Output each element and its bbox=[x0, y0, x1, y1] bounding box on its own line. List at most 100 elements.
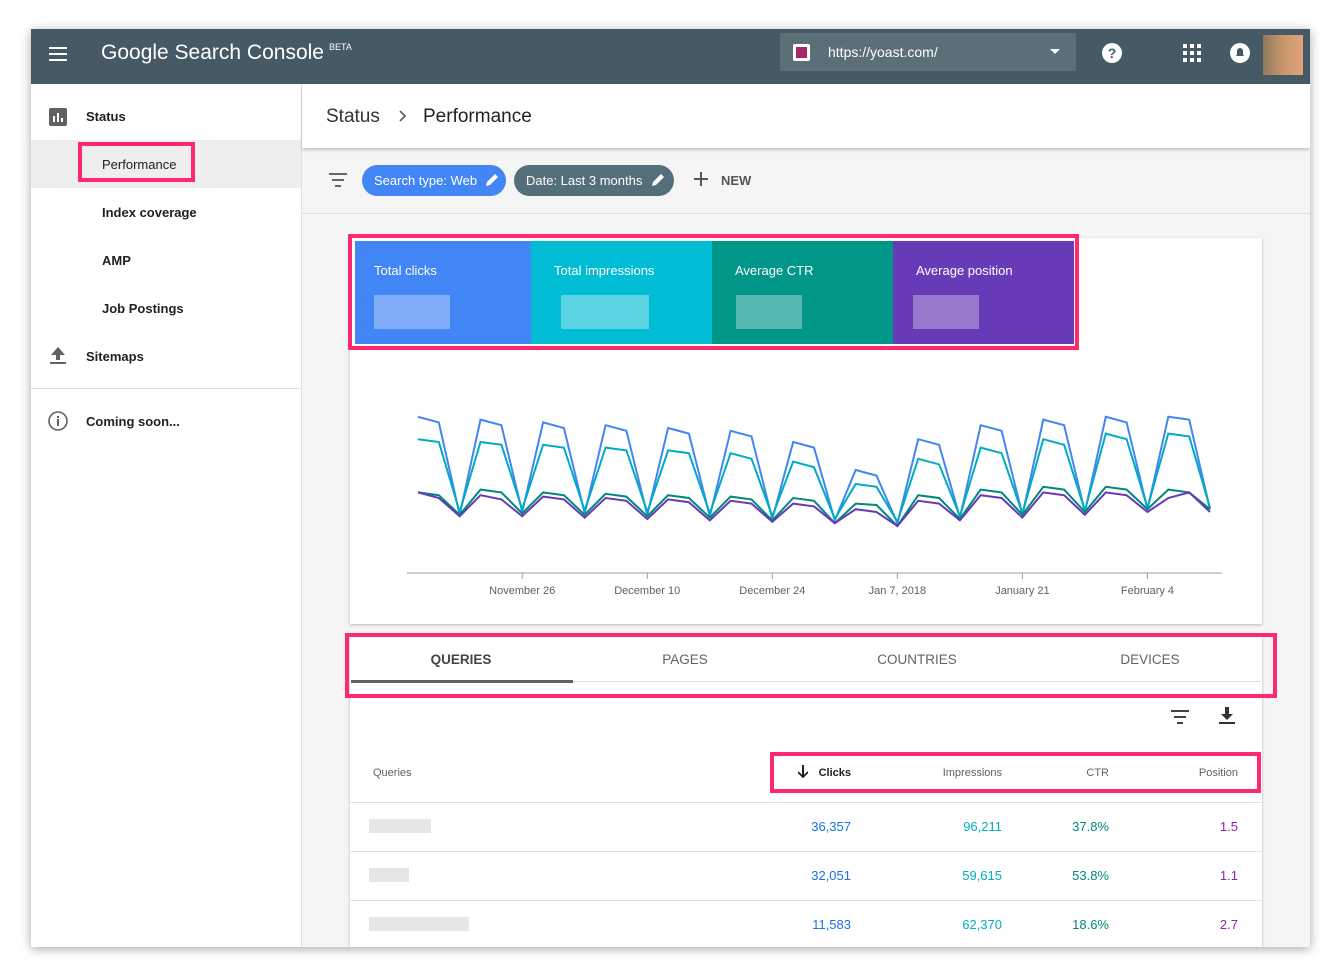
chip-label: Date: Last 3 months bbox=[526, 173, 643, 188]
tab[interactable]: DEVICES bbox=[1120, 652, 1180, 667]
edit-icon bbox=[486, 174, 498, 186]
breadcrumb[interactable]: Status bbox=[326, 106, 380, 127]
nav-item[interactable]: Coming soon... bbox=[86, 414, 180, 429]
nav-item[interactable]: Status bbox=[86, 109, 126, 124]
tab-divider bbox=[351, 681, 1261, 682]
table-cell: 1.5 bbox=[1219, 819, 1238, 834]
series-line bbox=[417, 415, 1211, 527]
nav-item[interactable]: AMP bbox=[102, 253, 131, 268]
blurred-query bbox=[369, 868, 409, 882]
filter-chip[interactable]: Search type: Web bbox=[362, 165, 506, 196]
metric-card[interactable]: Average CTR bbox=[712, 241, 893, 344]
nav-item[interactable]: Job Postings bbox=[102, 301, 184, 316]
breadcrumb-bar: Status Performance bbox=[302, 84, 1310, 148]
new-filter[interactable]: NEW bbox=[721, 173, 752, 188]
sort-icon bbox=[798, 765, 808, 778]
metric-label: Average CTR bbox=[735, 263, 814, 278]
divider bbox=[31, 388, 301, 389]
nav-item[interactable]: Performance bbox=[102, 157, 177, 172]
highlight bbox=[345, 633, 1277, 698]
series-line bbox=[417, 491, 1211, 528]
header: Google Search Console BETA https://yoast… bbox=[31, 29, 1310, 84]
blurred-query bbox=[369, 819, 431, 833]
notifications-icon[interactable] bbox=[1229, 42, 1251, 64]
table-cell: 18.6% bbox=[1072, 917, 1109, 932]
sidebar-divider bbox=[301, 84, 302, 947]
property-url: https://yoast.com/ bbox=[828, 44, 938, 60]
table-cell: 11,583 bbox=[812, 917, 851, 932]
table-cell: 1.1 bbox=[1219, 868, 1238, 883]
svg-text:?: ? bbox=[1108, 45, 1117, 61]
table-cell: 37.8% bbox=[1072, 819, 1109, 834]
x-tick-label: November 26 bbox=[489, 585, 555, 597]
x-tick-label: December 24 bbox=[739, 585, 805, 597]
chart: November 26 December 10 December 24 Jan 7, … bbox=[407, 415, 1222, 597]
table-cell: 96,211 bbox=[963, 819, 1002, 834]
nav-item[interactable]: Index coverage bbox=[102, 205, 197, 220]
chip-label: Search type: Web bbox=[374, 173, 478, 188]
filter-chip[interactable]: Date: Last 3 months bbox=[514, 165, 674, 196]
metric-card[interactable]: Average position bbox=[893, 241, 1074, 344]
divider bbox=[302, 213, 1310, 214]
blurred-query bbox=[369, 917, 469, 931]
menu-icon[interactable] bbox=[49, 46, 69, 62]
favicon bbox=[793, 44, 810, 61]
plus-icon bbox=[694, 172, 708, 186]
row-divider bbox=[350, 900, 1262, 901]
edit-icon bbox=[652, 174, 664, 186]
filter-icon[interactable] bbox=[1171, 710, 1189, 724]
highlight bbox=[78, 142, 195, 182]
metric-label: Total clicks bbox=[374, 263, 437, 278]
x-tick-label: December 10 bbox=[614, 585, 680, 597]
download-icon[interactable] bbox=[1219, 707, 1235, 725]
apps-icon[interactable] bbox=[1183, 44, 1201, 62]
tab-indicator bbox=[351, 680, 573, 683]
highlight bbox=[770, 752, 1261, 793]
chevron bbox=[399, 110, 407, 122]
tab[interactable]: PAGES bbox=[662, 652, 708, 667]
logo: Google Search Console bbox=[101, 41, 324, 64]
table-cell: 2.7 bbox=[1219, 917, 1238, 932]
column-header[interactable]: Impressions bbox=[942, 767, 1002, 779]
highlight bbox=[348, 234, 1079, 350]
series-line bbox=[417, 485, 1211, 528]
dropdown-arrow bbox=[1050, 49, 1060, 54]
table-cell: 32,051 bbox=[811, 868, 851, 883]
blurred-value bbox=[736, 295, 802, 329]
metric-card[interactable]: Total clicks bbox=[355, 241, 536, 344]
property-selector[interactable]: https://yoast.com/ bbox=[780, 33, 1076, 71]
series-line bbox=[417, 432, 1211, 525]
table-cell: 62,370 bbox=[962, 917, 1002, 932]
info-icon bbox=[48, 411, 68, 431]
column-header[interactable]: Clicks bbox=[818, 767, 851, 779]
table-cell: 59,615 bbox=[962, 868, 1002, 883]
table-cell: 53.8% bbox=[1072, 868, 1109, 883]
x-tick-label: Jan 7, 2018 bbox=[869, 585, 927, 597]
row-divider bbox=[350, 802, 1262, 803]
filter-icon[interactable] bbox=[329, 173, 347, 187]
row-divider bbox=[350, 851, 1262, 852]
window: Google Search Console BETA https://yoast… bbox=[31, 29, 1310, 947]
blurred-value bbox=[374, 295, 450, 329]
metric-label: Total impressions bbox=[554, 263, 655, 278]
avatar[interactable] bbox=[1263, 35, 1303, 75]
column-header[interactable]: CTR bbox=[1086, 767, 1109, 779]
x-tick-label: February 4 bbox=[1121, 585, 1174, 597]
help-icon[interactable]: ? bbox=[1101, 42, 1123, 64]
x-tick-label: January 21 bbox=[995, 585, 1049, 597]
breadcrumb: Performance bbox=[423, 106, 532, 127]
blurred-value bbox=[561, 295, 649, 329]
beta-badge: BETA bbox=[329, 42, 352, 52]
tab[interactable]: COUNTRIES bbox=[877, 652, 957, 667]
table-cell: 36,357 bbox=[811, 819, 851, 834]
nav-item[interactable]: Sitemaps bbox=[86, 349, 144, 364]
blurred-value bbox=[913, 295, 979, 329]
column-header[interactable]: Position bbox=[1198, 767, 1238, 779]
tab[interactable]: QUERIES bbox=[430, 652, 492, 667]
metric-card[interactable]: Total impressions bbox=[531, 241, 712, 344]
metric-label: Average position bbox=[916, 263, 1013, 278]
status-icon bbox=[49, 108, 67, 126]
sitemaps-icon bbox=[50, 347, 66, 364]
column-header: Queries bbox=[373, 767, 412, 779]
